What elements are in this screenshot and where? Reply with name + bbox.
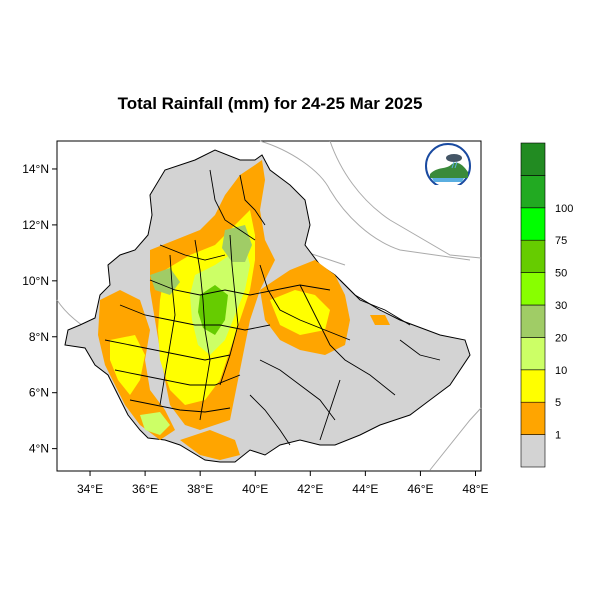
- legend-swatch: [520, 337, 546, 371]
- y-axis-labels: 14°N 12°N 10°N 8°N 6°N 4°N: [22, 162, 49, 456]
- x-axis-labels: 34°E 36°E 38°E 40°E 42°E 44°E 46°E 48°E: [77, 482, 489, 496]
- legend-label: 75: [555, 235, 567, 247]
- rainfall-patches: [98, 160, 390, 460]
- x-axis-ticks: [89, 471, 476, 476]
- x-tick-label: 40°E: [242, 482, 268, 496]
- legend-label: 30: [555, 300, 567, 312]
- legend-label: 10: [555, 365, 567, 377]
- legend-swatch: [520, 369, 546, 403]
- ethiopian-meteorology-logo: [425, 143, 471, 189]
- legend-swatch: [520, 304, 546, 338]
- legend-swatch: [520, 401, 546, 435]
- legend-label: 100: [555, 203, 573, 215]
- x-tick-label: 34°E: [77, 482, 103, 496]
- x-tick-label: 42°E: [297, 482, 323, 496]
- rain-patch-green-central: [198, 285, 228, 335]
- admin-boundaries: [104, 169, 441, 446]
- y-tick-label: 6°N: [29, 386, 49, 400]
- legend-swatch: [520, 175, 546, 209]
- rain-patch-lightgreen-south: [140, 412, 170, 435]
- y-tick-label: 14°N: [22, 162, 49, 176]
- legend-swatch: [520, 207, 546, 241]
- rain-patch-orange-southeast: [370, 315, 390, 325]
- legend-swatch: [520, 142, 546, 176]
- x-tick-label: 44°E: [352, 482, 378, 496]
- x-tick-label: 48°E: [462, 482, 488, 496]
- y-tick-label: 10°N: [22, 274, 49, 288]
- rain-patch-olive-north: [222, 225, 252, 262]
- y-axis-ticks: [52, 168, 57, 450]
- map-title: Total Rainfall (mm) for 24-25 Mar 2025: [117, 94, 423, 113]
- legend-swatch: [520, 434, 546, 468]
- rain-patch-orange-south: [180, 430, 240, 460]
- legend-label: 50: [555, 268, 567, 280]
- legend-swatch: [520, 272, 546, 306]
- x-tick-label: 36°E: [132, 482, 158, 496]
- legend-label: 1: [555, 430, 561, 442]
- y-tick-label: 4°N: [29, 442, 49, 456]
- legend: 1 5 10 20 30 50 75 100: [520, 142, 573, 468]
- rain-patch-yellow-east: [270, 290, 330, 335]
- rain-patch-yellow-west: [110, 335, 145, 395]
- x-tick-label: 46°E: [407, 482, 433, 496]
- x-tick-label: 38°E: [187, 482, 213, 496]
- legend-swatch: [520, 239, 546, 273]
- y-tick-label: 8°N: [29, 330, 49, 344]
- y-tick-label: 12°N: [22, 218, 49, 232]
- legend-label: 20: [555, 332, 567, 344]
- legend-label: 5: [555, 397, 561, 409]
